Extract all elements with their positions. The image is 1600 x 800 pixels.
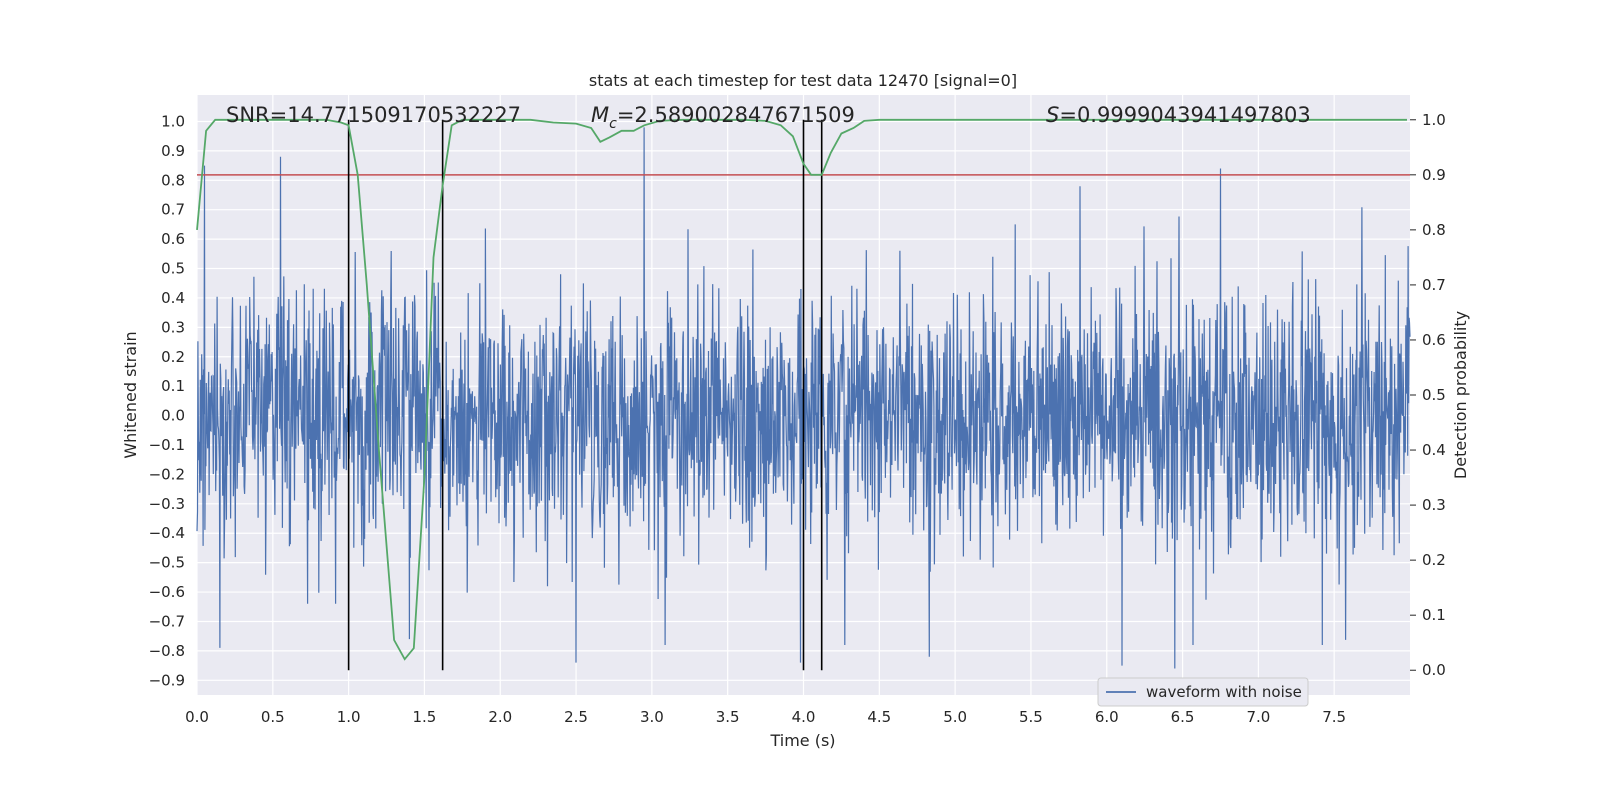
x-axis-ticks: 0.0 0.5 1.0 1.5 2.0 2.5 3.0 3.5 4.0 4.5 5.0 5.5 6.0 6… xyxy=(185,708,1346,726)
y-tick-label: 0.3 xyxy=(161,318,185,336)
y2-tick-label: 0.0 xyxy=(1422,661,1446,679)
y-tick-label: −0.2 xyxy=(149,465,185,483)
y-tick-label: −0.1 xyxy=(149,436,185,454)
chirp-mass-subscript: c xyxy=(609,116,617,132)
y2-tick-label: 0.8 xyxy=(1422,221,1446,239)
y-tick-label: −0.6 xyxy=(149,583,185,601)
y2-axis-label: Detection probability xyxy=(1451,311,1470,479)
x-tick-label: 4.5 xyxy=(867,708,891,726)
y-tick-label: 0.1 xyxy=(161,377,185,395)
x-tick-label: 6.5 xyxy=(1171,708,1195,726)
chirp-mass-value: =2.589002847671509 xyxy=(617,103,855,127)
legend-box xyxy=(1097,677,1309,707)
chirp-mass-annotation: Mc=2.589002847671509 xyxy=(591,103,855,132)
y2-tick-label: 0.9 xyxy=(1422,166,1446,184)
y-tick-label: 0.6 xyxy=(161,230,185,248)
x-tick-label: 3.0 xyxy=(640,708,664,726)
x-tick-label: 4.0 xyxy=(792,708,816,726)
x-tick-label: 7.0 xyxy=(1246,708,1270,726)
y2-tick-label: 0.4 xyxy=(1422,441,1446,459)
snr-annotation: SNR=14.771509170532227 xyxy=(226,103,521,127)
y-axis-ticks: −0.9 −0.8 −0.7 −0.6 −0.5 −0.4 −0.3 −0.2 −0.1 0.0 0… xyxy=(149,112,185,689)
x-tick-label: 7.5 xyxy=(1322,708,1346,726)
y2-tick-label: 0.1 xyxy=(1422,606,1446,624)
y2-axis-ticks: 0.0 0.1 0.2 0.3 0.4 0.5 0.6 0.7 0.8 0.9 1.0 xyxy=(1410,111,1446,679)
x-axis-label: Time (s) xyxy=(769,731,835,750)
x-tick-label: 5.5 xyxy=(1019,708,1043,726)
score-symbol: S xyxy=(1046,103,1059,127)
y-tick-label: 1.0 xyxy=(161,112,185,130)
y-tick-label: −0.4 xyxy=(149,524,185,542)
y2-tick-label: 0.7 xyxy=(1422,276,1446,294)
legend-label: waveform with noise xyxy=(1146,683,1302,701)
probability-line xyxy=(196,118,1407,661)
y-axis-label: Whitened strain xyxy=(121,331,140,458)
y2-tick-label: 0.3 xyxy=(1422,496,1446,514)
x-tick-label: 0.5 xyxy=(261,708,285,726)
y-tick-label: −0.5 xyxy=(149,554,185,572)
y2-tick-label: 1.0 xyxy=(1422,111,1446,129)
score-annotation: S=0.9999043941497803 xyxy=(1046,103,1311,127)
x-tick-label: 6.0 xyxy=(1095,708,1119,726)
y-tick-label: 0.7 xyxy=(161,201,185,219)
x-tick-label: 2.0 xyxy=(488,708,512,726)
x-tick-label: 1.5 xyxy=(413,708,437,726)
x-tick-label: 0.0 xyxy=(185,708,209,726)
legend: waveform with noise xyxy=(1097,677,1309,707)
x-tick-label: 3.5 xyxy=(716,708,740,726)
y-tick-label: −0.3 xyxy=(149,495,185,513)
y2-tick-label: 0.6 xyxy=(1422,331,1446,349)
y-tick-label: 0.9 xyxy=(161,142,185,160)
y-tick-label: 0.5 xyxy=(161,260,185,278)
score-value: =0.9999043941497803 xyxy=(1059,103,1310,127)
y-tick-label: −0.8 xyxy=(149,642,185,660)
y-tick-label: 0.8 xyxy=(161,171,185,189)
y-tick-label: 0.2 xyxy=(161,348,185,366)
y-tick-label: −0.9 xyxy=(149,671,185,689)
x-tick-label: 1.0 xyxy=(337,708,361,726)
y-tick-label: 0.0 xyxy=(161,407,185,425)
y2-tick-label: 0.2 xyxy=(1422,551,1446,569)
chart-title: stats at each timestep for test data 124… xyxy=(589,71,1017,90)
event-markers xyxy=(347,119,823,671)
x-tick-label: 2.5 xyxy=(564,708,588,726)
y-tick-label: −0.7 xyxy=(149,612,185,630)
chirp-mass-symbol: M xyxy=(591,103,609,127)
y2-tick-label: 0.5 xyxy=(1422,386,1446,404)
y-tick-label: 0.4 xyxy=(161,289,185,307)
x-tick-label: 5.0 xyxy=(943,708,967,726)
